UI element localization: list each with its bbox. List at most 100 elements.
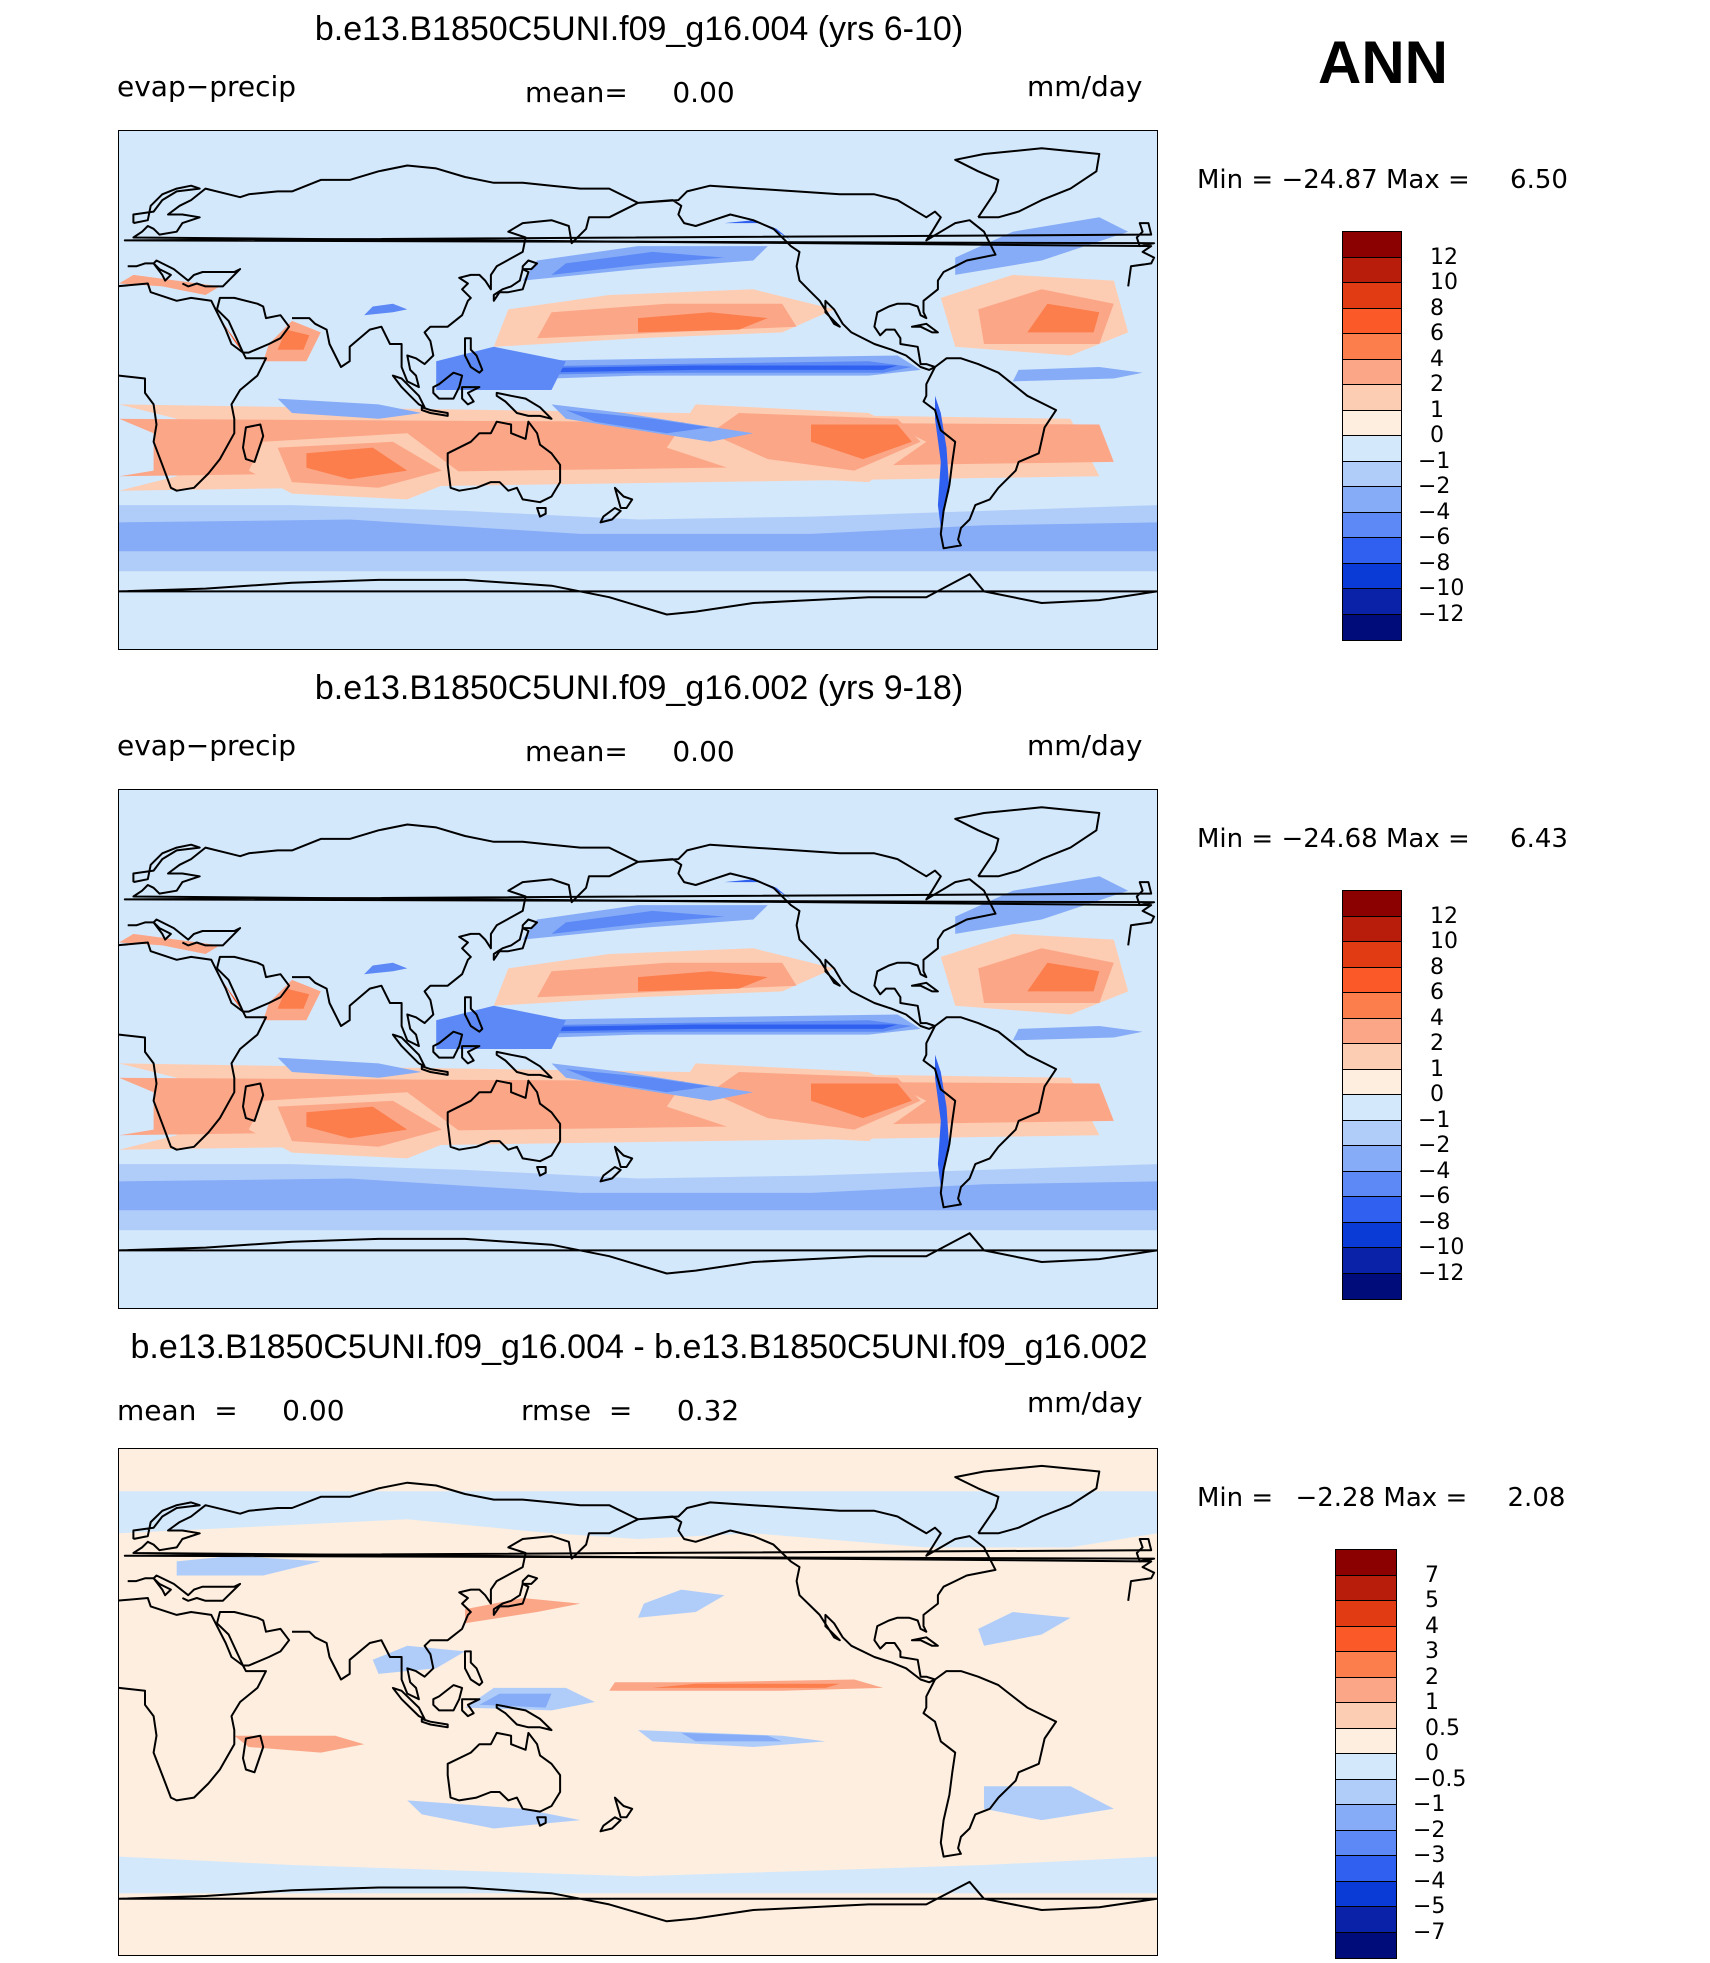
colorbar-tick-label: 5 [1425, 1588, 1439, 1613]
contour-region [638, 312, 768, 333]
coastline [292, 202, 639, 389]
map-background [119, 790, 1157, 1308]
coastline [910, 981, 939, 993]
coastline [536, 1166, 547, 1177]
colorbar-tick-label: 6 [1430, 321, 1444, 346]
colorbar-swatch [1343, 1044, 1401, 1070]
panel-3-colorbar [1335, 1549, 1397, 1959]
panel-2-max-eq: = [1447, 824, 1470, 854]
coastline [536, 1816, 547, 1827]
contour-region [277, 398, 422, 419]
colorbar-swatch [1343, 487, 1401, 513]
contour-region [638, 1589, 725, 1618]
colorbar-tick-label: −6 [1418, 1184, 1451, 1209]
colorbar-tick-label: 1 [1430, 397, 1444, 423]
contour-region [1027, 303, 1100, 333]
colorbar-tick-label: 12 [1430, 244, 1458, 270]
contour-region [811, 424, 912, 460]
colorbar-tick-label: 7 [1425, 1562, 1439, 1588]
colorbar-swatch [1336, 1703, 1396, 1729]
colorbar-tick-label: 8 [1430, 295, 1444, 321]
colorbar-tick-label: −8 [1418, 550, 1451, 576]
colorbar-tick-label: −4 [1413, 1868, 1446, 1894]
contour-region [565, 1069, 711, 1093]
panel-3-max-eq: = [1445, 1483, 1468, 1513]
colorbar-tick-label: −3 [1413, 1843, 1446, 1868]
colorbar-swatch [1343, 461, 1401, 487]
colorbar-swatch [1343, 1146, 1401, 1172]
contour-region [277, 988, 310, 1009]
coastline [292, 861, 639, 1048]
panel-3-min-value: −2.28 [1295, 1483, 1376, 1513]
contour-region [465, 1598, 581, 1624]
coastline [292, 1518, 639, 1701]
contour-region [119, 274, 220, 295]
colorbar-tick-label: −2 [1418, 1133, 1451, 1158]
contour-region [984, 1786, 1114, 1821]
coastline [922, 357, 1058, 550]
colorbar-tick-label: −2 [1413, 1817, 1446, 1843]
contour-region [1012, 367, 1143, 382]
coastline [132, 184, 201, 225]
colorbar-swatch [1343, 436, 1401, 462]
colorbar-tick-label: −10 [1418, 576, 1465, 601]
panel-2-title: b.e13.B1850C5UNI.f09_g16.002 (yrs 9-18) [314, 669, 964, 707]
panel-2-units-label: mm/day [1027, 729, 1143, 762]
contour-region [277, 329, 310, 350]
contour-region [638, 971, 768, 992]
panel-1-max-value: 6.50 [1510, 165, 1568, 195]
colorbar-tick-label: 4 [1425, 1613, 1439, 1639]
colorbar-swatch [1336, 1754, 1396, 1780]
colorbar-tick-label: −6 [1418, 525, 1451, 550]
colorbar-tick-label: 0 [1430, 423, 1444, 448]
panel-3-max-value: 2.08 [1507, 1483, 1566, 1513]
coastline [922, 1016, 1058, 1209]
colorbar-swatch [1336, 1805, 1396, 1831]
colorbar-tick-label: 6 [1430, 980, 1444, 1005]
contour-region [811, 1083, 912, 1119]
panel-3-units-label: mm/day [1027, 1386, 1143, 1419]
colorbar-swatch [1336, 1601, 1396, 1627]
coastline [242, 1082, 265, 1122]
colorbar-swatch [1343, 891, 1401, 917]
panel-1-variable-label: evap−precip [117, 70, 297, 103]
colorbar-tick-label: 1 [1425, 1690, 1439, 1715]
colorbar-swatch [1343, 334, 1401, 360]
colorbar-tick-label: −8 [1418, 1209, 1451, 1235]
colorbar-swatch [1343, 512, 1401, 538]
coastline [495, 391, 553, 420]
panel-3-title: b.e13.B1850C5UNI.f09_g16.004 - b.e13.B18… [130, 1328, 1148, 1366]
colorbar-swatch [1343, 1248, 1401, 1274]
colorbar-tick-label: −1 [1418, 1107, 1451, 1133]
contour-region [364, 303, 408, 316]
colorbar-tick-label: −4 [1418, 499, 1451, 525]
coastline [599, 1816, 622, 1833]
contour-region [119, 1856, 1157, 1894]
contour-region [176, 1555, 321, 1576]
colorbar-tick-label: 10 [1430, 270, 1458, 295]
colorbar-swatch [1343, 614, 1401, 640]
coastline [464, 996, 484, 1033]
coastline [432, 1030, 464, 1059]
coastline [637, 843, 997, 1030]
colorbar-tick-label: −1 [1418, 448, 1451, 474]
colorbar-tick-label: −10 [1418, 1235, 1465, 1260]
coastline [613, 486, 634, 509]
contour-region [436, 1005, 566, 1049]
colorbar-swatch [1343, 359, 1401, 385]
colorbar-swatch [1336, 1856, 1396, 1882]
contour-region [119, 933, 220, 954]
panel-2-max-label: Max [1385, 824, 1440, 854]
colorbar-swatch [1336, 1907, 1396, 1933]
colorbar-swatch [1343, 1018, 1401, 1044]
colorbar-tick-label: 2 [1425, 1664, 1439, 1690]
colorbar-swatch [1343, 967, 1401, 993]
panel-3-map [118, 1448, 1158, 1956]
contour-region [652, 1683, 840, 1688]
colorbar-swatch [1343, 308, 1401, 334]
panel-1-map [118, 130, 1158, 650]
coastline [492, 268, 530, 302]
panel-3-mean-label: mean = 0.00 [117, 1394, 345, 1427]
colorbar-swatch [1343, 942, 1401, 968]
colorbar-tick-label: −4 [1418, 1158, 1451, 1184]
